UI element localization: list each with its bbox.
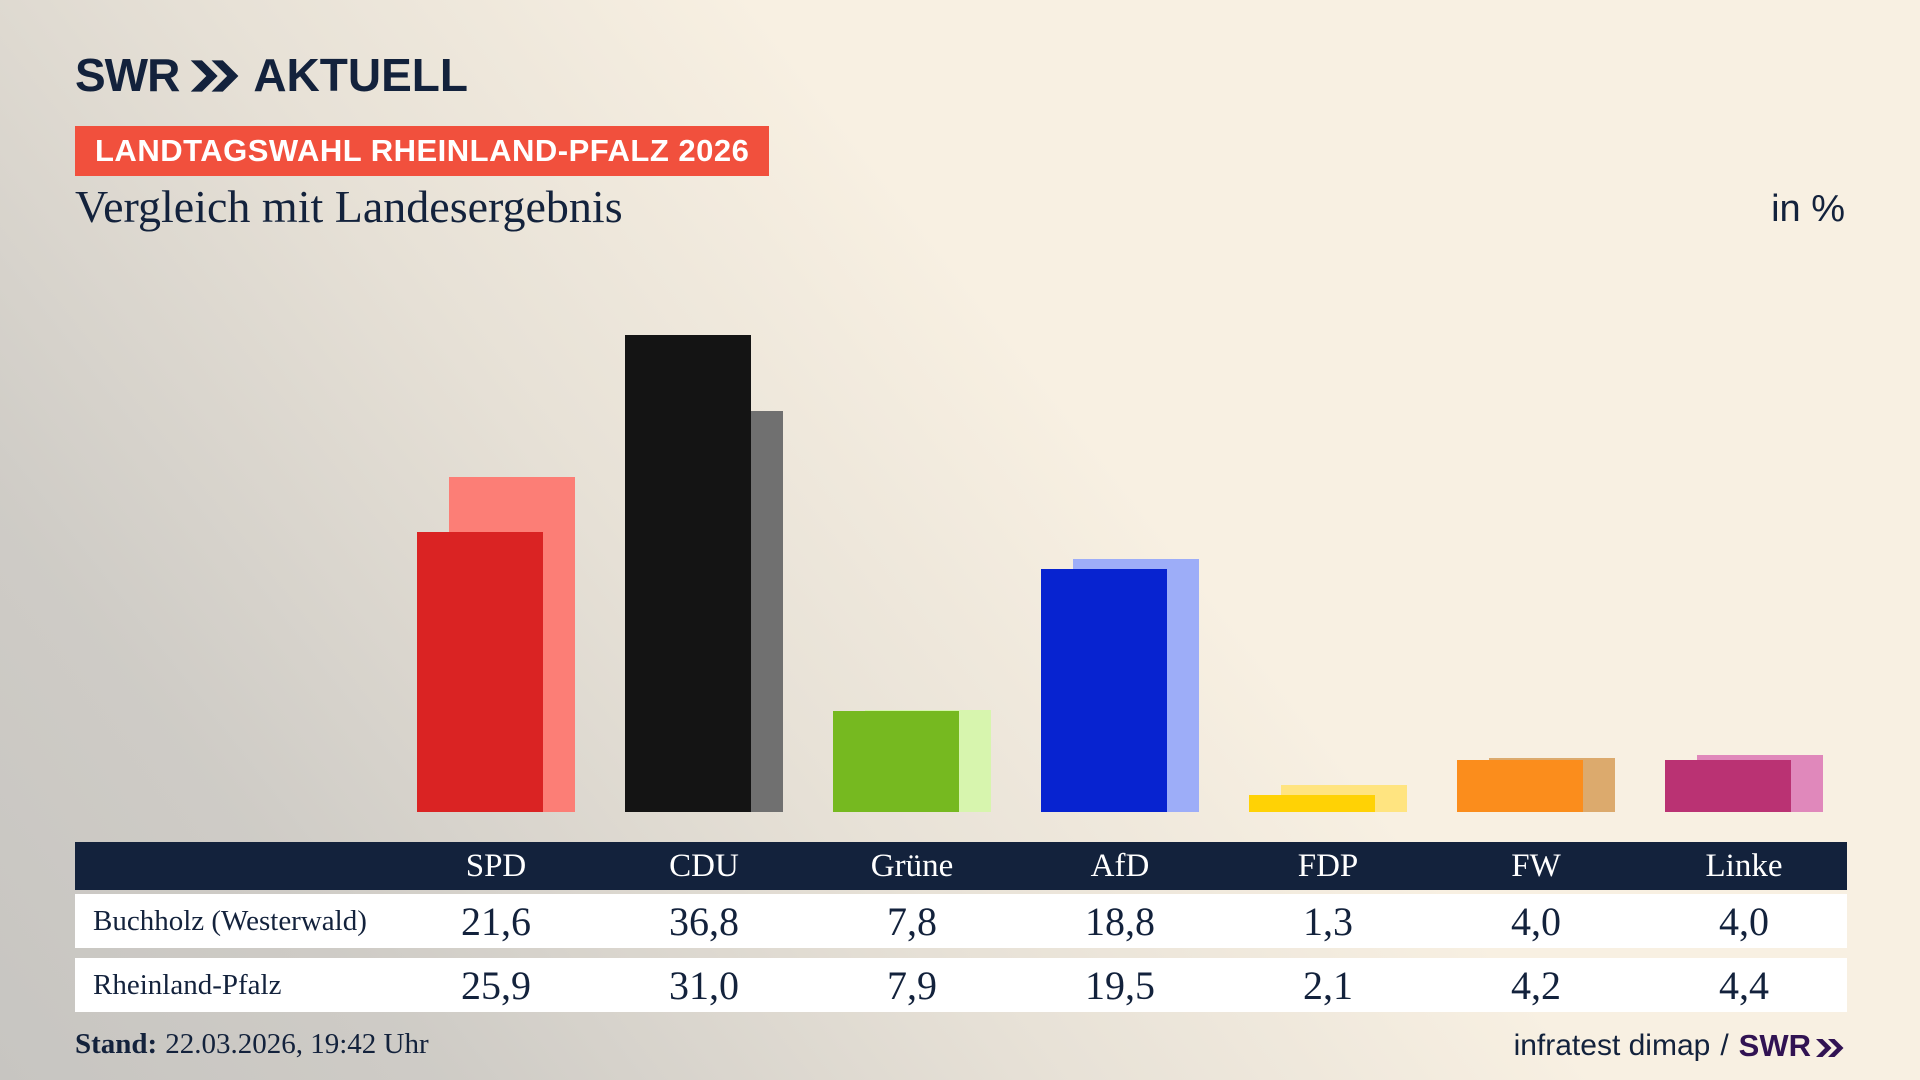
result-value: 7,8: [887, 898, 937, 944]
swr-aktuell-logo: SWR AKTUELL: [75, 52, 468, 98]
bar-district-afd: [1041, 569, 1167, 812]
bar-district-linke: [1665, 760, 1791, 812]
table-header-row: SPD CDU Grüne AfD FDP FW Linke: [75, 842, 1847, 890]
unit-label: in %: [1771, 188, 1845, 230]
result-value: 19,5: [1085, 962, 1155, 1008]
double-chevron-icon: [1816, 1038, 1844, 1057]
result-value: 36,8: [669, 898, 739, 944]
party-column-header: Linke: [1705, 847, 1783, 884]
election-badge: LANDTAGSWAHL RHEINLAND-PFALZ 2026: [75, 126, 770, 176]
row-label: Buchholz (Westerwald): [93, 904, 367, 937]
result-value: 21,6: [461, 898, 531, 944]
result-value: 4,2: [1511, 962, 1561, 1008]
result-value: 4,4: [1719, 962, 1769, 1008]
logo-aktuell-text: AKTUELL: [253, 49, 468, 101]
source-separator: /: [1720, 1029, 1729, 1062]
source-credit: infratest dimap / SWR: [1514, 1028, 1845, 1064]
result-value: 4,0: [1511, 898, 1561, 944]
result-value: 2,1: [1303, 962, 1353, 1008]
chart-title: Vergleich mit Landesergebnis: [75, 181, 623, 232]
bar-district-fw: [1457, 760, 1583, 812]
double-chevron-icon: [191, 60, 239, 92]
bar-district-spd: [417, 532, 543, 812]
table-row: Rheinland-Pfalz 25,9 31,0 7,9 19,5 2,1 4,2 4,4: [75, 958, 1847, 1012]
source-name: infratest dimap: [1513, 1029, 1711, 1062]
party-column-header: FDP: [1297, 847, 1359, 884]
result-value: 7,9: [887, 962, 937, 1008]
party-column-header: Grüne: [870, 847, 954, 884]
result-value: 4,0: [1719, 898, 1769, 944]
result-value: 31,0: [669, 962, 739, 1008]
bar-district-cdu: [625, 335, 751, 812]
logo-swr-text: SWR: [75, 49, 180, 101]
status-timestamp: Stand: 22.03.2026, 19:42 Uhr: [75, 1028, 429, 1061]
result-value: 1,3: [1303, 898, 1353, 944]
row-label: Rheinland-Pfalz: [93, 968, 282, 1001]
source-swr-brand: SWR: [1739, 1028, 1845, 1064]
party-column-header: SPD: [465, 847, 527, 884]
party-column-header: FW: [1511, 847, 1561, 884]
party-column-header: CDU: [669, 847, 739, 884]
result-value: 25,9: [461, 962, 531, 1008]
table-row: Buchholz (Westerwald) 21,6 36,8 7,8 18,8 1,3 4…: [75, 894, 1847, 948]
party-column-header: AfD: [1090, 847, 1150, 884]
stand-label: Stand:: [75, 1028, 158, 1060]
bar-district-grüne: [833, 711, 959, 812]
stand-value: 22.03.2026, 19:42 Uhr: [165, 1028, 429, 1060]
source-swr-text: SWR: [1738, 1028, 1811, 1063]
bar-district-fdp: [1249, 795, 1375, 812]
result-value: 18,8: [1085, 898, 1155, 944]
